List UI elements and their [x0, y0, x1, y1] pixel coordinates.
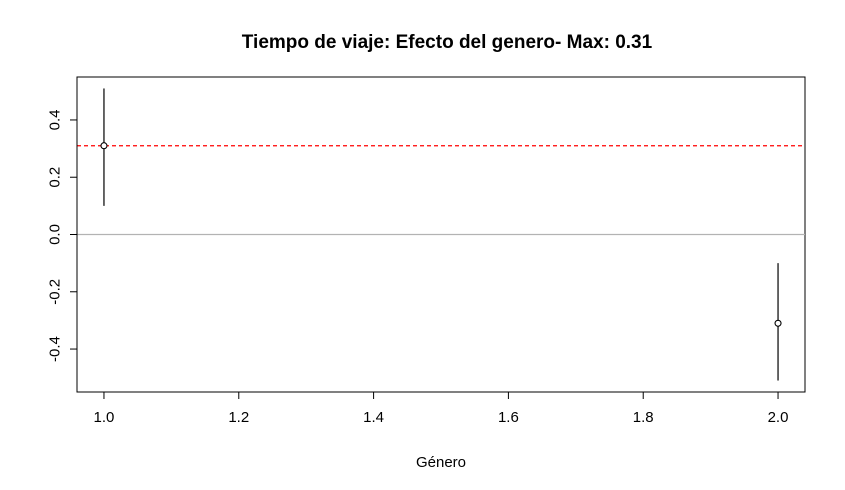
y-tick-label: 0.4	[46, 110, 63, 131]
data-point-2	[774, 319, 782, 327]
x-axis-title: Género	[416, 454, 466, 471]
x-tick-label: 1.8	[633, 409, 654, 426]
y-tick-label: 0.2	[46, 167, 63, 188]
data-points	[100, 142, 782, 327]
x-tick-label: 1.4	[363, 409, 384, 426]
chart-title: Tiempo de viaje: Efecto del genero- Max:…	[242, 32, 653, 53]
x-axis: 1.0 1.2 1.4 1.6 1.8 2.0	[94, 391, 789, 426]
x-tick-label: 1.6	[498, 409, 519, 426]
y-tick-label: -0.4	[46, 336, 63, 362]
reference-lines	[77, 145, 805, 236]
y-tick-label: 0.0	[46, 224, 63, 245]
data-point-1	[100, 142, 108, 150]
x-tick-label: 1.2	[228, 409, 249, 426]
x-tick-label: 2.0	[768, 409, 789, 426]
x-tick-label: 1.0	[94, 409, 115, 426]
y-tick-label: -0.2	[46, 279, 63, 305]
y-axis: -0.4 -0.2 0.0 0.2 0.4	[46, 110, 78, 362]
